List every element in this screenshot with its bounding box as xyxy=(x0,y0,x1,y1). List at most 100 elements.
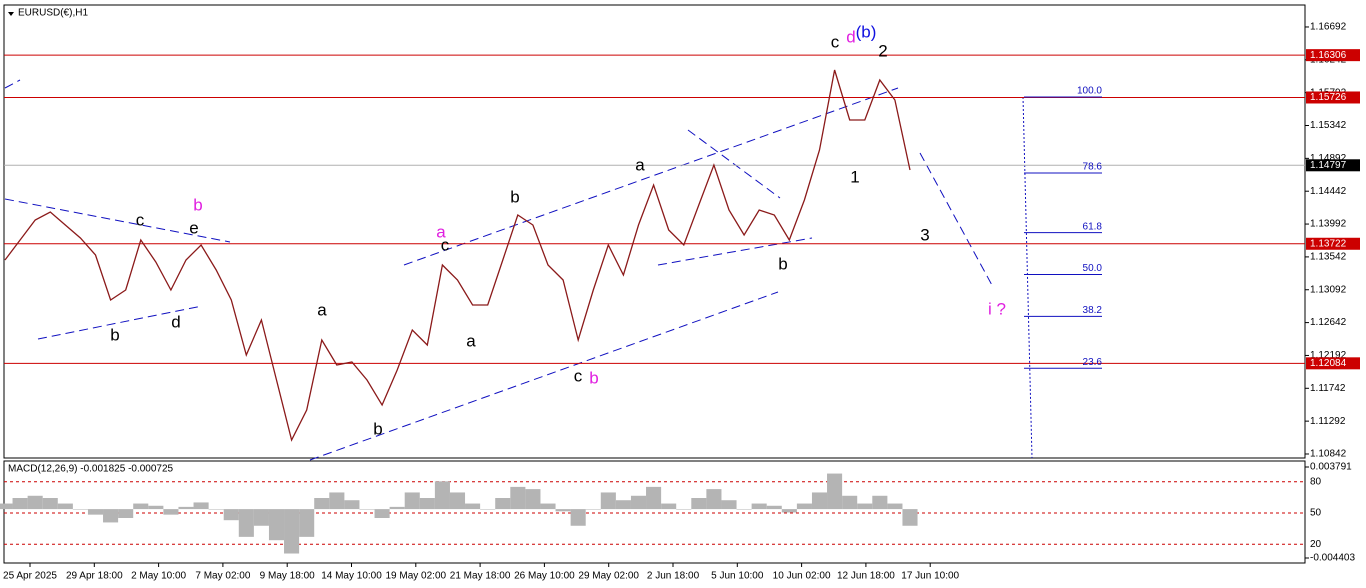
fib-label: 38.2 xyxy=(1083,305,1103,316)
macd-title: MACD(12,26,9) -0.001825 -0.000725 xyxy=(8,464,174,475)
trend-lines xyxy=(4,79,994,461)
level-label: 1.12084 xyxy=(1310,358,1347,369)
macd-bar xyxy=(359,509,375,510)
wave-label: d xyxy=(171,312,180,331)
macd-bar xyxy=(766,505,782,510)
wave-label: b xyxy=(193,195,202,214)
x-tick-label: 5 Jun 10:00 xyxy=(711,571,764,582)
menu-arrow[interactable] xyxy=(8,12,14,16)
macd-bar xyxy=(827,473,843,510)
wave-label: c xyxy=(136,210,145,229)
wave-label: i ? xyxy=(988,299,1006,318)
x-tick-label: 12 Jun 18:00 xyxy=(837,571,895,582)
x-tick-label: 21 May 18:00 xyxy=(450,571,511,582)
wave-label: c xyxy=(574,366,583,385)
macd-bar xyxy=(103,509,119,523)
level-box xyxy=(1306,91,1360,104)
macd-bar xyxy=(661,503,677,510)
macd-bar xyxy=(525,489,541,510)
wave-label: (b) xyxy=(856,22,877,41)
macd-bar xyxy=(42,497,58,510)
macd-bar xyxy=(691,497,707,510)
macd-frame xyxy=(3,460,1306,564)
macd-bar xyxy=(811,492,828,510)
x-tick-label: 2 Jun 18:00 xyxy=(647,571,700,582)
macd-level-label: 50 xyxy=(1310,508,1322,519)
y-tick-label: 1.16692 xyxy=(1310,22,1347,33)
macd-bar xyxy=(118,509,134,518)
y-tick-label: 1.14442 xyxy=(1310,186,1347,197)
macd-bar xyxy=(495,497,511,510)
macd-bar xyxy=(374,509,390,518)
y-tick-label: 1.11292 xyxy=(1310,416,1346,427)
y-tick-label: 1.13092 xyxy=(1310,284,1347,295)
level-box xyxy=(1306,357,1360,370)
macd-level-label: 80 xyxy=(1310,476,1322,487)
macd-level-label: 20 xyxy=(1310,539,1322,550)
macd-bar xyxy=(329,492,345,510)
macd-bar xyxy=(540,503,556,510)
y-tick-label: 1.10842 xyxy=(1310,449,1347,460)
macd-bar xyxy=(510,486,526,510)
macd-bar xyxy=(208,509,224,510)
macd-bar xyxy=(570,509,586,526)
y-tick-label: 1.11742 xyxy=(1310,383,1346,394)
x-tick-label: 26 May 10:00 xyxy=(514,571,575,582)
current-price-box xyxy=(1306,159,1360,172)
fib-label: 78.6 xyxy=(1083,162,1103,173)
wave-label: b xyxy=(373,419,382,438)
macd-bar xyxy=(555,509,571,512)
macd-bar xyxy=(857,503,873,510)
macd-bar xyxy=(238,509,254,537)
macd-bar xyxy=(449,492,466,510)
macd-bar xyxy=(585,509,601,510)
macd-bar xyxy=(12,497,28,510)
macd-bar xyxy=(721,500,737,510)
wave-label: b xyxy=(110,325,119,344)
x-tick-label: 14 May 10:00 xyxy=(321,571,382,582)
macd-bar xyxy=(193,502,209,510)
macd-tick-label: -0.004403 xyxy=(1310,553,1355,564)
macd-bar xyxy=(465,503,481,510)
fib-vertical xyxy=(1022,96,1033,459)
macd-bar xyxy=(0,503,13,510)
y-tick-label: 1.12192 xyxy=(1310,350,1347,361)
macd-bar xyxy=(163,509,179,515)
chart-title: EURUSD(€),H1 xyxy=(18,8,88,19)
x-tick-label: 19 May 02:00 xyxy=(385,571,446,582)
y-tick-label: 1.13542 xyxy=(1310,252,1347,263)
macd-bar xyxy=(676,509,692,510)
x-tick-label: 2 May 10:00 xyxy=(131,571,186,582)
macd-bar xyxy=(646,486,662,510)
macd-bar xyxy=(796,503,812,510)
macd-bar xyxy=(434,481,450,510)
macd-bar xyxy=(842,495,858,510)
level-box xyxy=(1306,237,1360,250)
wave-label: b xyxy=(510,187,519,206)
fib-label: 100.0 xyxy=(1077,86,1102,97)
macd-bar xyxy=(299,509,315,537)
macd-bar xyxy=(178,506,194,510)
macd-bar xyxy=(419,497,435,510)
wave-label: b xyxy=(589,368,598,387)
wave-label: 2 xyxy=(878,41,887,60)
y-tick-label: 1.15342 xyxy=(1310,120,1347,131)
macd-bar xyxy=(87,509,104,515)
macd-bar xyxy=(344,500,360,510)
macd-bar xyxy=(223,509,239,521)
macd-bar xyxy=(133,503,149,510)
price-frame xyxy=(3,4,1306,459)
level-label: 1.16306 xyxy=(1310,50,1347,61)
current-price-label: 1.14797 xyxy=(1310,160,1347,171)
y-tick-label: 1.13992 xyxy=(1310,219,1347,230)
x-tick-label: 9 May 18:00 xyxy=(260,571,315,582)
macd-bar xyxy=(872,495,888,510)
macd-tick-label: 0.003791 xyxy=(1310,462,1352,473)
wave-label: a xyxy=(466,331,476,350)
macd-bar xyxy=(389,506,405,510)
macd-bar xyxy=(148,505,164,510)
macd-bar xyxy=(480,509,496,510)
macd-bar xyxy=(706,489,722,510)
level-label: 1.15726 xyxy=(1310,92,1347,103)
wave-label: a xyxy=(436,222,446,241)
